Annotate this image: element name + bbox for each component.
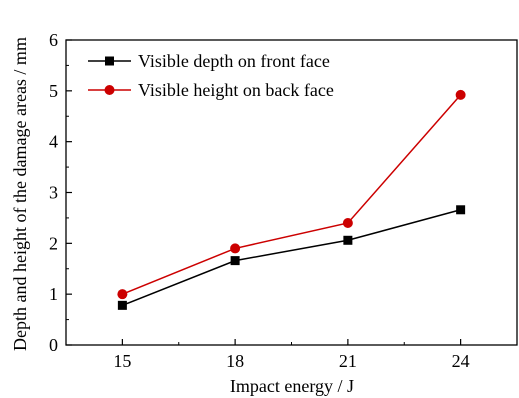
- data-point: [117, 300, 127, 310]
- legend-label: Visible height on back face: [138, 80, 334, 100]
- series-2: [117, 89, 466, 300]
- legend-marker: [104, 85, 115, 95]
- x-tick-label: 15: [113, 351, 131, 371]
- data-point: [117, 289, 128, 300]
- y-tick-label: 3: [49, 183, 58, 203]
- series-lines: [117, 89, 466, 310]
- x-axis-title: Impact energy / J: [230, 376, 354, 396]
- legend: Visible depth on front face Visible heigh…: [88, 51, 334, 100]
- legend-marker: [105, 56, 114, 66]
- series-line: [122, 209, 461, 307]
- axis-ticks: 15 18 21 24 0 1 2 3 4 5 6: [49, 30, 470, 371]
- legend-item: Visible depth on front face: [88, 51, 330, 71]
- data-point: [455, 89, 466, 100]
- y-tick-label: 6: [49, 30, 58, 50]
- series-line: [122, 94, 462, 295]
- data-point: [342, 218, 353, 228]
- legend-label: Visible depth on front face: [138, 51, 330, 71]
- legend-item: Visible height on back face: [88, 80, 334, 100]
- data-point: [456, 205, 466, 215]
- x-tick-label: 24: [452, 351, 470, 371]
- y-tick-label: 0: [49, 335, 58, 355]
- data-point: [343, 235, 353, 245]
- data-point: [230, 243, 241, 254]
- x-tick-label: 18: [226, 351, 244, 371]
- y-tick-label: 2: [49, 233, 58, 253]
- y-axis-title: Depth and height of the damage areas / m…: [10, 37, 30, 351]
- data-point: [230, 256, 240, 266]
- y-tick-label: 1: [49, 284, 58, 304]
- series-1: [117, 205, 466, 310]
- y-tick-label: 4: [49, 132, 58, 152]
- x-tick-label: 21: [339, 351, 357, 371]
- y-tick-label: 5: [49, 81, 58, 101]
